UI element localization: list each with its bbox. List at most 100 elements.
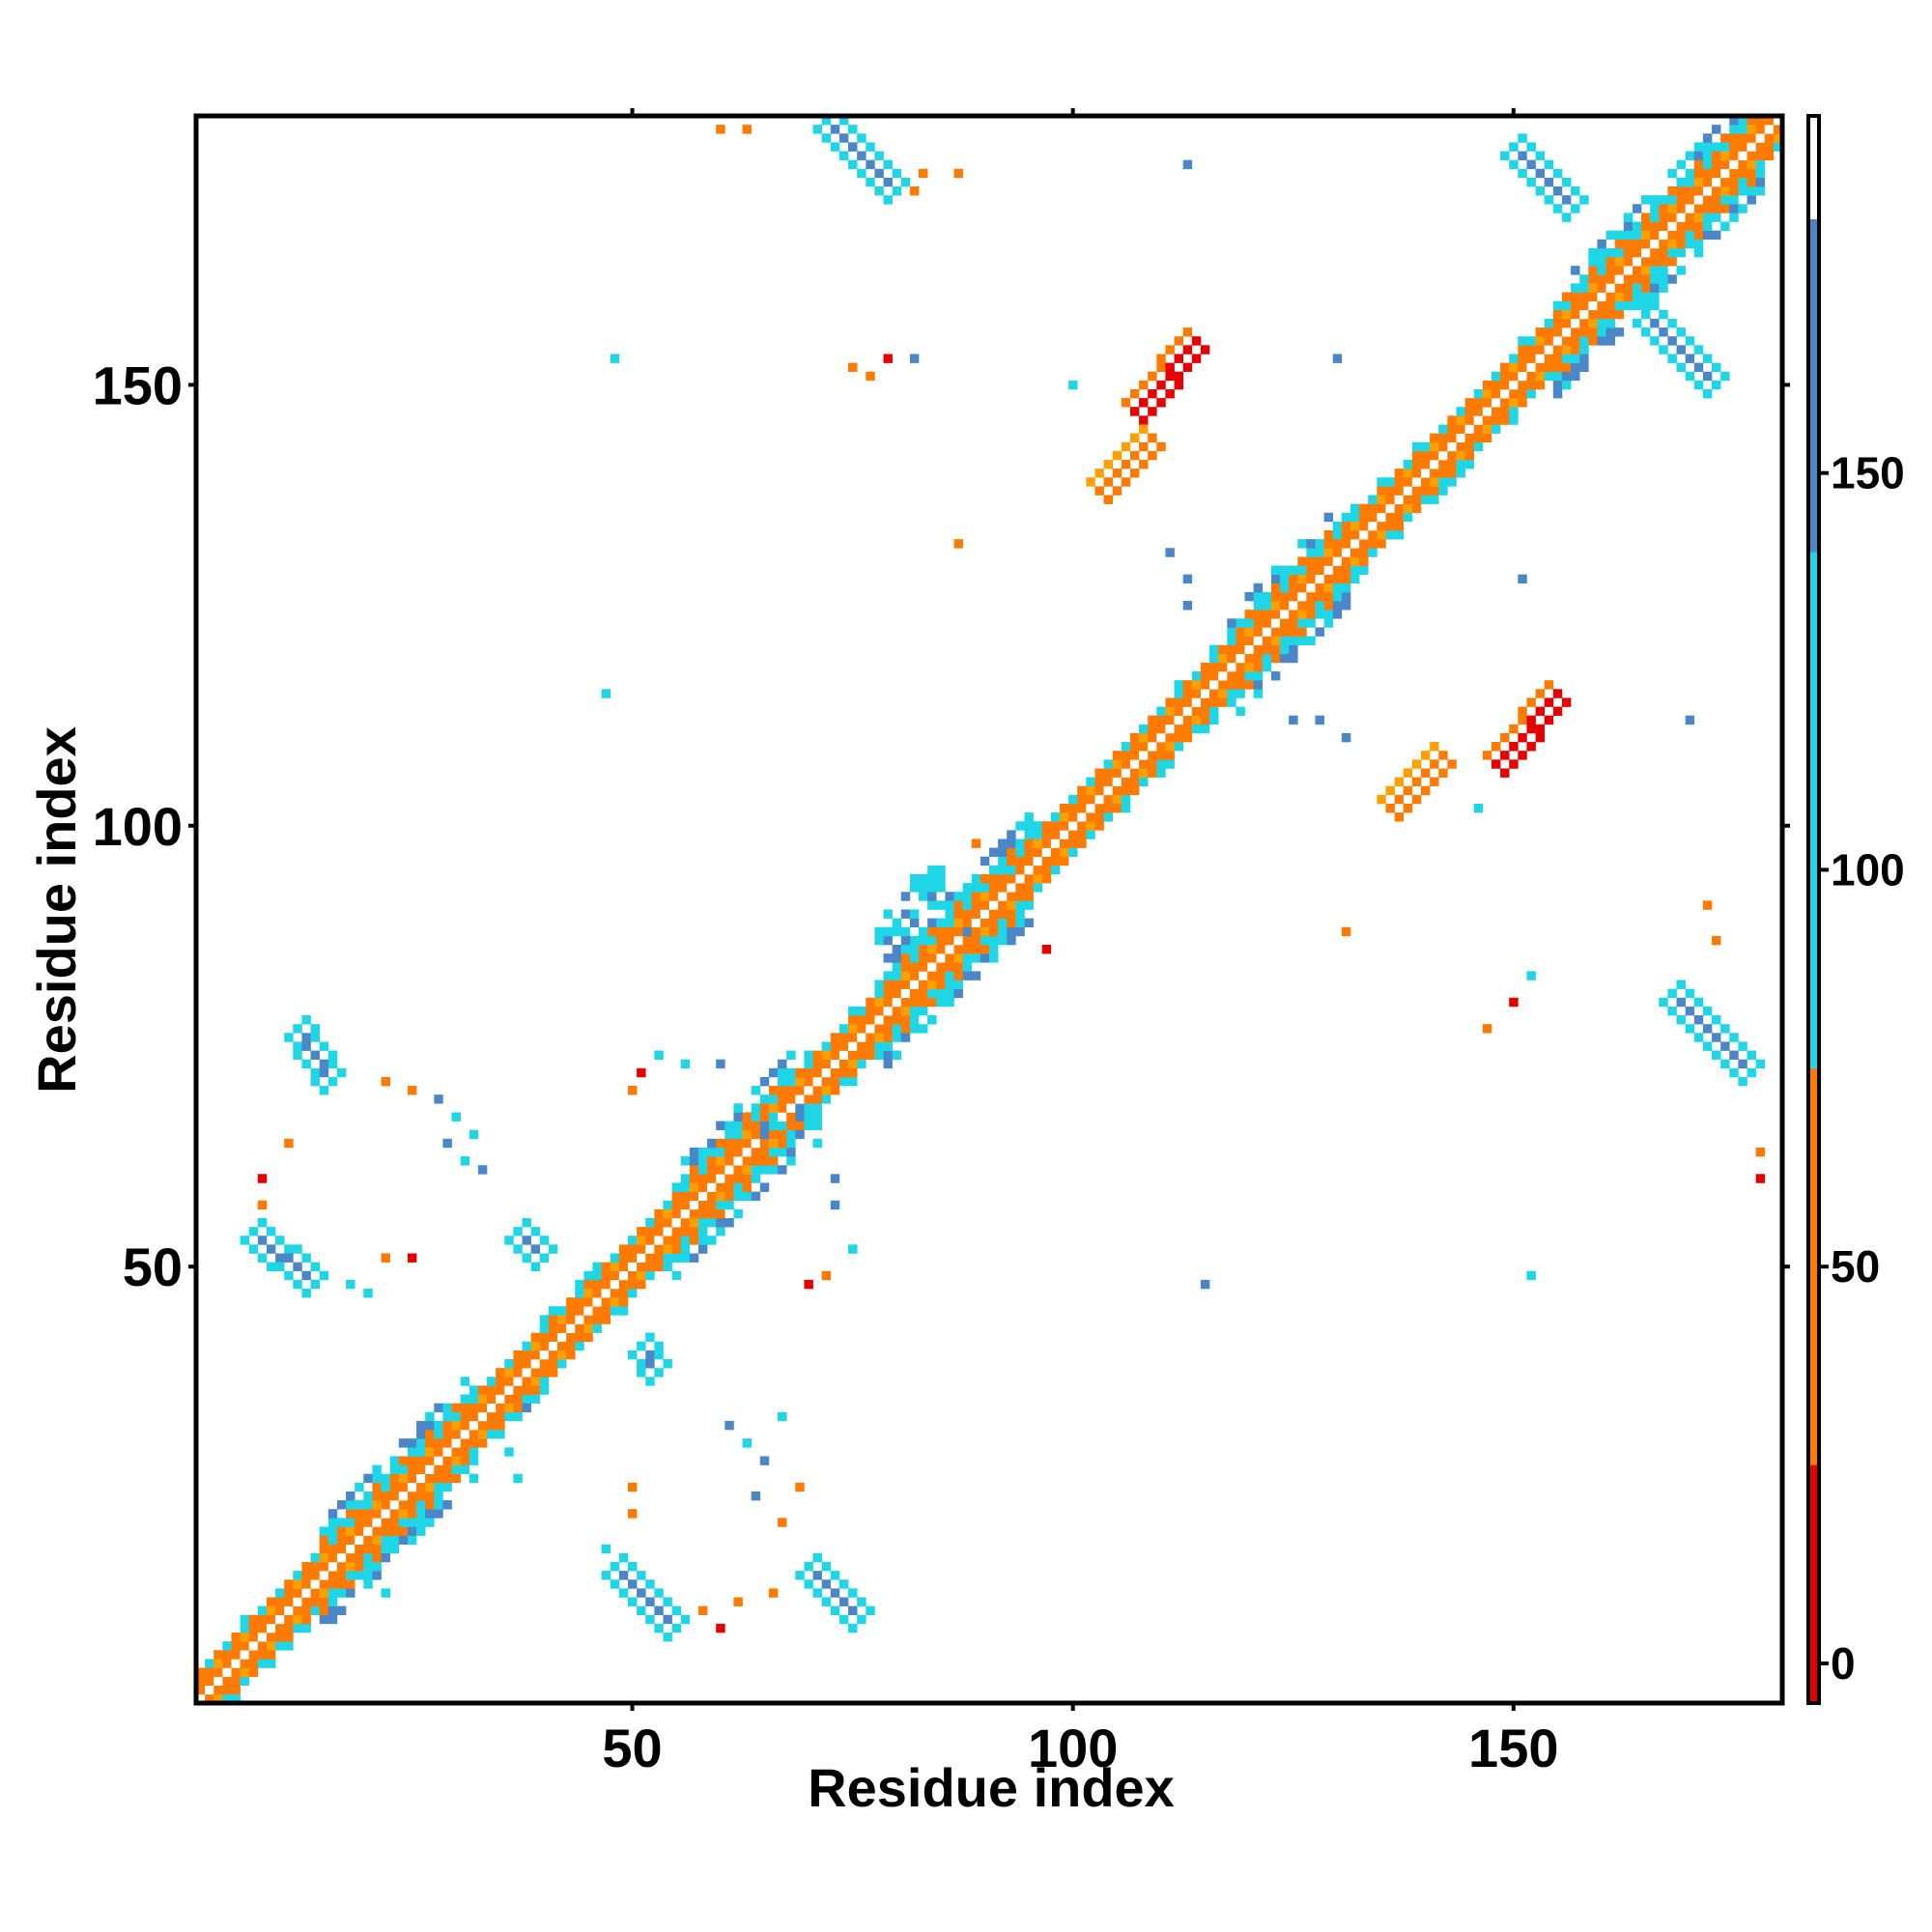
heatmap-cell — [1473, 803, 1484, 813]
heatmap-cell — [936, 971, 946, 980]
heatmap-cell — [812, 1103, 822, 1113]
heatmap-cell — [778, 1129, 787, 1140]
heatmap-cell — [1394, 477, 1405, 487]
heatmap-cell — [1693, 186, 1704, 196]
heatmap-cell — [504, 1236, 514, 1245]
heatmap-cell — [284, 1588, 294, 1598]
heatmap-cell — [900, 945, 911, 954]
heatmap-cell — [1571, 292, 1580, 301]
heatmap-cell — [1544, 371, 1554, 382]
heatmap-cell — [1253, 689, 1264, 698]
heatmap-cell — [1518, 388, 1527, 399]
heatmap-cell — [1103, 495, 1114, 504]
heatmap-cell — [697, 1244, 708, 1254]
heatmap-cell — [1270, 618, 1281, 628]
heatmap-cell — [319, 1544, 329, 1554]
heatmap-cell — [627, 1270, 638, 1281]
heatmap-cell — [1605, 274, 1615, 284]
heatmap-cell — [1659, 266, 1668, 275]
heatmap-cell — [1015, 900, 1025, 910]
heatmap-cell — [1544, 680, 1554, 690]
heatmap-cell — [697, 1208, 708, 1219]
heatmap-cell — [900, 980, 911, 989]
heatmap-cell — [1129, 732, 1140, 743]
heatmap-cell — [601, 1544, 611, 1554]
heatmap-cell — [416, 1500, 426, 1510]
heatmap-cell — [892, 186, 902, 196]
heatmap-cell — [707, 1200, 717, 1210]
heatmap-cell — [248, 1641, 259, 1651]
heatmap-cell — [1729, 186, 1739, 196]
heatmap-cell — [266, 1632, 276, 1642]
heatmap-cell — [998, 865, 1008, 875]
heatmap-cell — [637, 1236, 646, 1245]
heatmap-cell — [1403, 486, 1413, 496]
heatmap-cell — [1323, 618, 1334, 628]
heatmap-cell — [1262, 662, 1272, 672]
heatmap-cell — [733, 1147, 743, 1157]
heatmap-cell — [1244, 680, 1254, 690]
heatmap-cell — [548, 1323, 558, 1333]
heatmap-cell — [319, 1579, 329, 1589]
heatmap-cell — [1007, 865, 1016, 875]
heatmap-cell — [1253, 591, 1264, 602]
heatmap-cell — [716, 1156, 725, 1166]
heatmap-cell — [1650, 221, 1660, 231]
heatmap-cell — [697, 1236, 708, 1245]
heatmap-cell — [363, 1535, 373, 1545]
heatmap-cell — [1341, 565, 1351, 575]
heatmap-cell — [1191, 715, 1202, 725]
heatmap-cell — [716, 125, 725, 134]
heatmap-cell — [724, 1129, 734, 1140]
heatmap-cell — [1139, 742, 1149, 752]
heatmap-cell — [697, 1191, 708, 1202]
heatmap-cell — [645, 1579, 655, 1589]
heatmap-cell — [548, 1315, 558, 1324]
heatmap-cell — [971, 892, 981, 901]
heatmap-cell — [989, 892, 999, 901]
heatmap-cell — [953, 988, 963, 999]
heatmap-cell — [962, 883, 973, 893]
heatmap-cell — [751, 1138, 761, 1149]
heatmap-cell — [778, 1103, 787, 1113]
heatmap-cell — [1253, 618, 1264, 628]
heatmap-cell — [1041, 865, 1052, 875]
heatmap-cell — [327, 1614, 338, 1625]
heatmap-cell — [1139, 759, 1149, 769]
heatmap-cell — [398, 1473, 409, 1484]
heatmap-cell — [689, 1200, 699, 1210]
heatmap-cell — [759, 1165, 770, 1175]
heatmap-cell — [900, 1024, 911, 1034]
heatmap-cell — [716, 1208, 725, 1219]
heatmap-cell — [1129, 768, 1140, 778]
heatmap-cell — [1755, 151, 1766, 160]
heatmap-cell — [909, 909, 920, 919]
heatmap-cell — [1588, 274, 1598, 284]
heatmap-cell — [398, 1500, 409, 1510]
heatmap-cell — [786, 1076, 796, 1087]
heatmap-cell — [1747, 186, 1756, 196]
heatmap-cell — [451, 1473, 461, 1484]
heatmap-cell — [1482, 433, 1492, 443]
heatmap-cell — [1068, 838, 1078, 848]
heatmap-cell — [487, 1403, 497, 1413]
heatmap-cell — [1086, 821, 1095, 831]
heatmap-cell — [778, 1121, 787, 1130]
heatmap-cell — [301, 1288, 311, 1298]
heatmap-cell — [1738, 1076, 1747, 1087]
heatmap-cell — [689, 1236, 699, 1245]
heatmap-cell — [293, 1605, 302, 1616]
heatmap-cell — [1306, 601, 1316, 611]
heatmap-cell — [1571, 354, 1580, 363]
heatmap-cell — [1518, 751, 1527, 760]
heatmap-cell — [1747, 195, 1756, 205]
heatmap-cell — [566, 1315, 576, 1324]
heatmap-cell — [1632, 204, 1642, 213]
heatmap-cell — [1411, 777, 1422, 787]
heatmap-cell — [1535, 186, 1545, 196]
heatmap-cell — [310, 1050, 321, 1060]
heatmap-cell — [1605, 283, 1615, 293]
heatmap-cell — [1473, 388, 1484, 399]
heatmap-cell — [848, 1006, 858, 1016]
